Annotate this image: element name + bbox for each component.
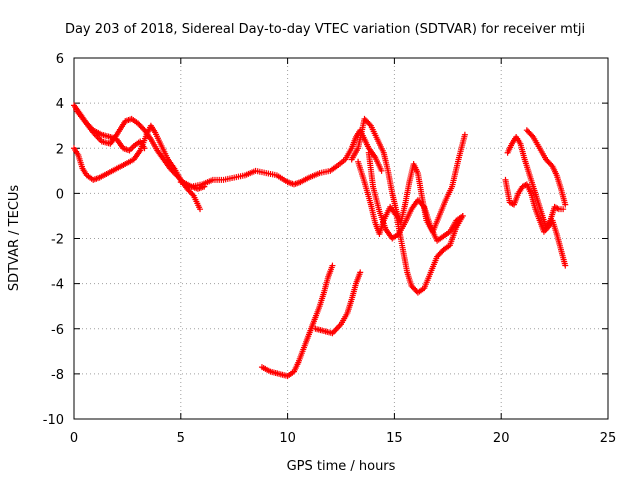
data-points xyxy=(71,102,569,380)
data-point xyxy=(420,202,427,209)
series-track-d xyxy=(177,127,385,190)
grid xyxy=(74,58,608,419)
y-tick-label: 6 xyxy=(56,52,64,67)
data-point xyxy=(548,161,555,168)
data-point xyxy=(366,121,373,128)
x-tick-label: 20 xyxy=(493,431,510,446)
series-track-j xyxy=(504,133,567,231)
series-track-f xyxy=(355,158,466,296)
x-axis-label: GPS time / hours xyxy=(287,459,396,474)
data-point xyxy=(560,206,567,213)
data-point xyxy=(461,131,468,138)
data-point xyxy=(562,262,569,269)
x-tick-label: 0 xyxy=(70,431,78,446)
series-track-l xyxy=(523,127,569,208)
data-point xyxy=(189,191,196,198)
data-point xyxy=(459,212,466,219)
y-tick-label: -4 xyxy=(51,278,64,293)
x-tick-label: 5 xyxy=(177,431,185,446)
data-point xyxy=(197,206,204,213)
x-tick-label: 25 xyxy=(600,431,617,446)
series-track-g xyxy=(365,149,466,244)
series-track-c xyxy=(71,122,204,213)
y-tick-label: 2 xyxy=(56,142,64,157)
axis-ticks: 0 5 10 15 20 25 -10 -8 -6 -4 -2 0 2 4 6 xyxy=(43,52,617,446)
y-tick-label: -6 xyxy=(51,323,64,338)
data-point xyxy=(357,269,364,276)
data-point xyxy=(528,132,535,139)
y-tick-label: -2 xyxy=(51,233,64,248)
series-track-a xyxy=(71,102,148,154)
series-track-h xyxy=(258,262,336,380)
x-tick-label: 15 xyxy=(386,431,403,446)
y-tick-label: -10 xyxy=(43,413,64,428)
y-tick-label: -8 xyxy=(51,368,64,383)
data-point xyxy=(378,167,385,174)
x-tick-label: 10 xyxy=(279,431,296,446)
series-track-k xyxy=(502,176,569,269)
data-point xyxy=(329,262,336,269)
chart-title: Day 203 of 2018, Sidereal Day-to-day VTE… xyxy=(65,22,585,37)
y-tick-label: 0 xyxy=(56,187,64,202)
y-axis-label: SDTVAR / TECUs xyxy=(7,185,22,292)
y-tick-label: 4 xyxy=(56,97,64,112)
data-point xyxy=(562,201,569,208)
series-track-i xyxy=(312,269,364,337)
